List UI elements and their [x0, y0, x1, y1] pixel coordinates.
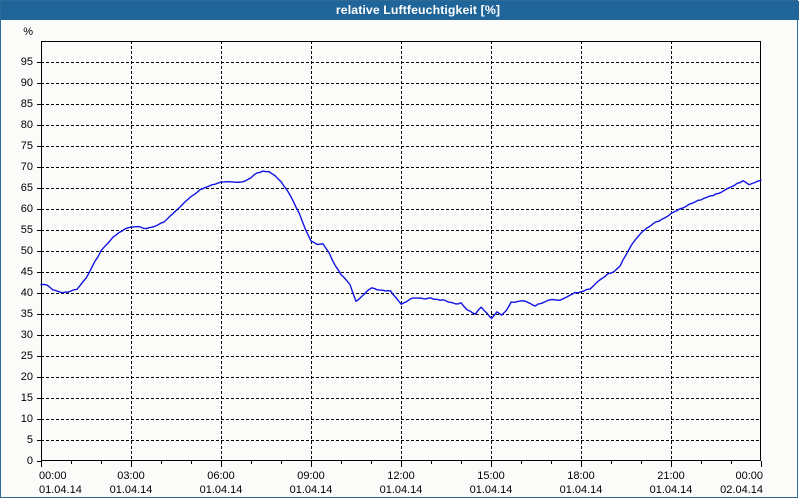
svg-text:01.04.14: 01.04.14: [470, 484, 513, 496]
svg-text:25: 25: [21, 350, 33, 362]
svg-text:60: 60: [21, 203, 33, 215]
svg-text:75: 75: [21, 140, 33, 152]
svg-text:12:00: 12:00: [387, 470, 415, 482]
svg-text:10: 10: [21, 413, 33, 425]
svg-text:01.04.14: 01.04.14: [290, 484, 333, 496]
svg-text:35: 35: [21, 308, 33, 320]
svg-text:30: 30: [21, 329, 33, 341]
svg-text:5: 5: [27, 434, 33, 446]
svg-text:01.04.14: 01.04.14: [650, 484, 693, 496]
svg-text:00:00: 00:00: [39, 470, 67, 482]
svg-text:0: 0: [27, 455, 33, 467]
svg-text:01.04.14: 01.04.14: [110, 484, 153, 496]
svg-text:03:00: 03:00: [117, 470, 145, 482]
svg-text:55: 55: [21, 224, 33, 236]
svg-text:40: 40: [21, 287, 33, 299]
svg-text:02.04.14: 02.04.14: [720, 484, 763, 496]
svg-text:85: 85: [21, 98, 33, 110]
svg-text:01.04.14: 01.04.14: [380, 484, 423, 496]
svg-text:01.04.14: 01.04.14: [560, 484, 603, 496]
svg-text:45: 45: [21, 266, 33, 278]
svg-text:15: 15: [21, 392, 33, 404]
svg-text:21:00: 21:00: [657, 470, 685, 482]
svg-text:06:00: 06:00: [207, 470, 235, 482]
svg-text:70: 70: [21, 161, 33, 173]
svg-text:18:00: 18:00: [567, 470, 595, 482]
svg-text:90: 90: [21, 77, 33, 89]
svg-text:15:00: 15:00: [477, 470, 505, 482]
svg-text:50: 50: [21, 245, 33, 257]
svg-text:%: %: [23, 26, 33, 38]
svg-text:65: 65: [21, 182, 33, 194]
svg-text:01.04.14: 01.04.14: [39, 484, 82, 496]
svg-text:09:00: 09:00: [297, 470, 325, 482]
svg-text:95: 95: [21, 56, 33, 68]
svg-text:01.04.14: 01.04.14: [200, 484, 243, 496]
svg-text:00:00: 00:00: [735, 470, 763, 482]
svg-text:80: 80: [21, 119, 33, 131]
svg-text:20: 20: [21, 371, 33, 383]
